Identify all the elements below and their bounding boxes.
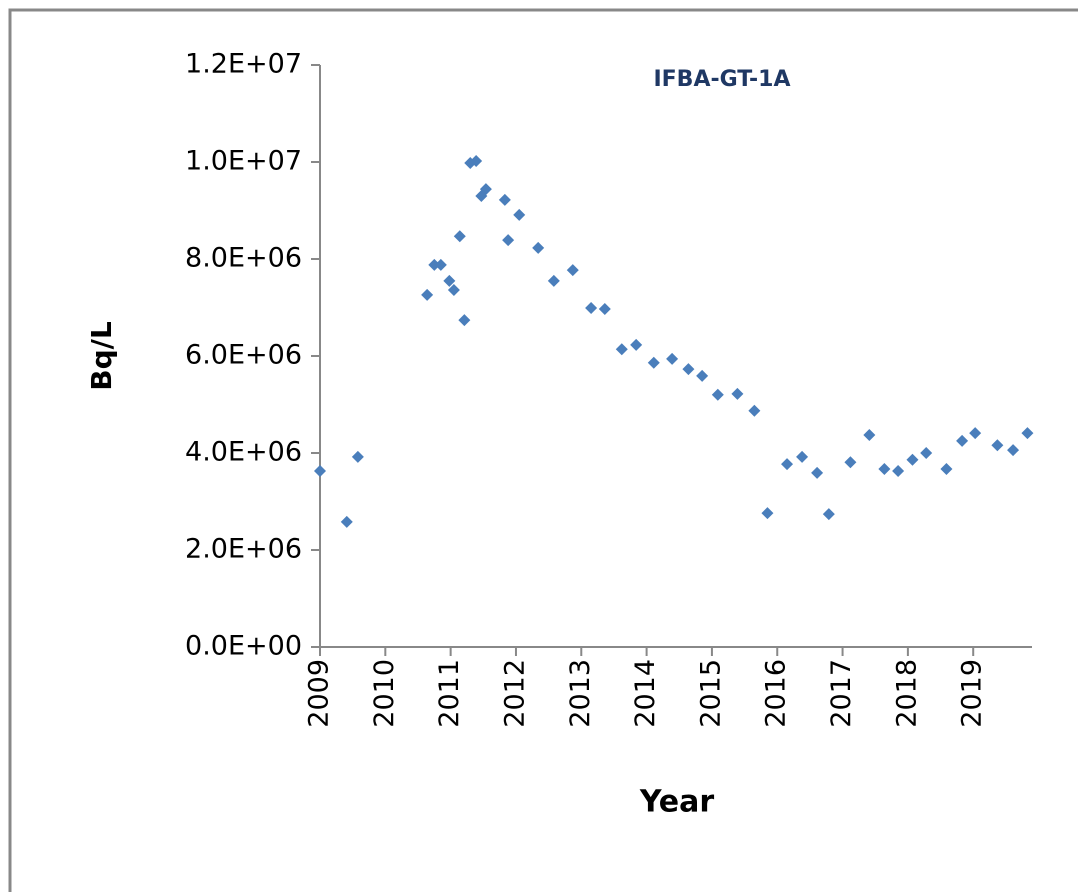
data-point — [566, 264, 579, 277]
x-tick-label: 2010 — [369, 659, 400, 728]
x-tick-label: 2013 — [565, 659, 596, 728]
y-tick-label: 0.0E+00 — [185, 631, 302, 662]
y-tick-label: 4.0E+06 — [185, 437, 302, 468]
data-point — [470, 155, 483, 168]
data-point — [731, 387, 744, 400]
x-tick-label: 2014 — [630, 659, 661, 728]
data-point — [822, 508, 835, 521]
data-point — [453, 230, 466, 243]
y-tick-label: 1.2E+07 — [185, 49, 302, 80]
data-point — [598, 302, 611, 315]
x-tick-label: 2016 — [761, 659, 792, 728]
data-point — [458, 314, 471, 327]
data-point — [781, 458, 794, 471]
data-point — [585, 301, 598, 314]
data-point — [696, 369, 709, 382]
x-tick-label: 2017 — [826, 659, 857, 728]
data-point — [314, 464, 326, 477]
data-point — [796, 450, 809, 463]
data-point — [969, 427, 982, 440]
x-tick-label: 2019 — [957, 659, 988, 728]
data-point — [502, 234, 515, 247]
data-point — [748, 404, 761, 417]
data-point — [421, 288, 434, 301]
data-point — [1021, 427, 1034, 440]
data-point — [863, 429, 876, 442]
data-point — [1007, 444, 1020, 457]
x-axis-label: Year — [639, 785, 715, 820]
data-point — [479, 183, 492, 196]
y-tick-label: 6.0E+06 — [185, 340, 302, 371]
x-tick-label: 2018 — [891, 659, 922, 728]
data-point — [447, 284, 460, 297]
data-point — [844, 456, 857, 469]
x-tick-label: 2011 — [434, 659, 465, 728]
data-point — [532, 241, 545, 254]
y-tick-label: 8.0E+06 — [185, 243, 302, 274]
data-point — [811, 466, 824, 479]
y-tick-label: 1.0E+07 — [185, 146, 302, 177]
x-tick-label: 2009 — [304, 659, 335, 728]
data-point — [340, 515, 353, 528]
data-point — [878, 463, 891, 476]
y-axis-label: Bq/L — [85, 321, 118, 391]
data-point — [647, 356, 660, 369]
data-point — [615, 343, 628, 356]
data-point — [711, 388, 724, 401]
data-point — [906, 453, 919, 466]
data-point — [682, 363, 695, 376]
data-point — [956, 434, 969, 447]
x-tick-label: 2012 — [499, 659, 530, 728]
data-point — [630, 338, 643, 351]
data-point — [892, 464, 905, 477]
data-point — [547, 274, 560, 287]
chart-border — [8, 8, 1078, 892]
data-point — [513, 208, 526, 221]
data-point — [428, 258, 441, 271]
data-point — [443, 274, 456, 287]
chart-title: IFBA-GT-1A — [653, 67, 790, 92]
data-point — [920, 447, 933, 459]
data-point — [940, 463, 953, 476]
y-tick-label: 2.0E+06 — [185, 534, 302, 565]
data-point — [498, 193, 511, 206]
data-point — [434, 258, 447, 271]
data-point — [991, 439, 1004, 452]
data-point — [761, 507, 774, 520]
x-tick-label: 2015 — [695, 659, 726, 728]
data-point — [666, 352, 679, 365]
data-point — [351, 450, 364, 463]
